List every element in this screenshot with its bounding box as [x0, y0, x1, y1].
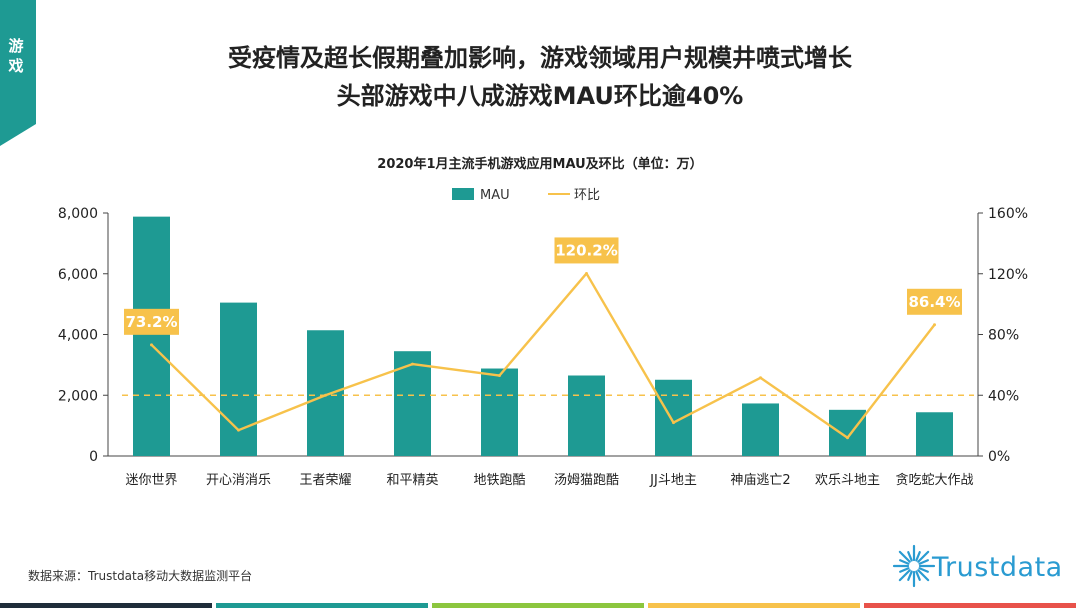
bar-mau	[133, 216, 170, 456]
footer-segment	[0, 603, 212, 608]
burst-ray	[907, 570, 913, 581]
line-point	[411, 362, 414, 366]
burst-ray	[917, 550, 930, 563]
y-right-tick-label: 80%	[988, 328, 1019, 344]
bar-mau	[220, 302, 257, 456]
line-series-huanbi	[150, 272, 936, 439]
line-point	[672, 421, 675, 425]
line-point	[846, 436, 849, 440]
chart-title: 2020年1月主流手机游戏应用MAU及环比（单位：万）	[377, 156, 702, 172]
burst-ray	[899, 567, 910, 573]
category-label: 王者荣耀	[299, 473, 351, 488]
y-left-tick-label: 0	[89, 449, 98, 465]
burst-ray	[898, 569, 911, 582]
footer-segment	[216, 603, 428, 608]
category-label: 开心消消乐	[206, 473, 271, 488]
burst-icon	[892, 544, 936, 588]
trustdata-logo: Trustdata	[892, 538, 1072, 594]
logo-text: Trustdata	[932, 552, 1063, 583]
data-label-bg	[907, 288, 962, 315]
data-label-bg	[124, 308, 179, 335]
legend-swatch-bar	[452, 188, 474, 200]
section-label: 游戏	[8, 37, 24, 75]
y-right-tick-label: 40%	[988, 388, 1019, 404]
footer-segment	[648, 603, 860, 608]
line-point	[237, 428, 240, 432]
legend-label-bar: MAU	[480, 188, 510, 203]
y-left-tick-label: 4,000	[58, 328, 98, 344]
category-label: 欢乐斗地主	[815, 473, 880, 488]
data-label-bg	[554, 237, 619, 264]
y-right-tick-label: 160%	[988, 206, 1028, 222]
category-label: 贪吃蛇大作战	[895, 472, 973, 488]
line-point	[759, 376, 762, 380]
burst-ray	[899, 559, 910, 565]
bar-mau	[481, 368, 518, 456]
burst-ray	[915, 570, 921, 581]
category-label: 和平精英	[386, 473, 438, 488]
source-note: 数据来源：Trustdata移动大数据监测平台	[28, 569, 253, 583]
y-left-tick-label: 8,000	[58, 206, 98, 222]
y-right-tick-label: 120%	[988, 267, 1028, 283]
line-point	[150, 343, 153, 347]
burst-ray	[898, 550, 911, 563]
bar-mau	[742, 403, 779, 456]
burst-ray	[918, 567, 929, 573]
data-label: 73.2%	[125, 313, 177, 331]
data-label: 86.4%	[908, 293, 960, 311]
data-label: 120.2%	[555, 241, 617, 259]
footer-segment	[864, 603, 1076, 608]
y-left-tick-label: 6,000	[58, 267, 98, 283]
mau-chart: 2020年1月主流手机游戏应用MAU及环比（单位：万） MAU 环比 0 2,000 4,…	[58, 156, 1028, 488]
headline-line-2: 头部游戏中八成游戏MAU环比逾40%	[336, 82, 744, 110]
headline-line-1: 受疫情及超长假期叠加影响，游戏领域用户规模井喷式增长	[228, 44, 852, 72]
legend-label-line: 环比	[574, 188, 600, 203]
burst-ray	[907, 551, 913, 562]
y-left-tick-label: 2,000	[58, 388, 98, 404]
bar-mau	[916, 412, 953, 456]
line-point	[324, 393, 327, 397]
bar-mau	[829, 409, 866, 456]
y-right-tick-label: 0%	[988, 449, 1010, 465]
burst-ray	[917, 569, 930, 582]
category-label: 神庙逃亡2	[730, 473, 790, 488]
burst-ray	[915, 551, 921, 562]
bar-mau	[655, 379, 692, 456]
category-label: 迷你世界	[125, 473, 177, 488]
line-point	[498, 374, 501, 378]
section-tab	[0, 0, 36, 146]
line-point	[585, 271, 588, 275]
category-label: 汤姆猫跑酷	[554, 473, 619, 488]
footer-segment	[432, 603, 644, 608]
category-label: JJ斗地主	[649, 473, 697, 488]
bar-mau	[568, 375, 605, 456]
line-point	[933, 323, 936, 327]
category-label: 地铁跑酷	[473, 473, 525, 488]
bar-mau	[307, 330, 344, 456]
burst-ray	[918, 559, 929, 565]
